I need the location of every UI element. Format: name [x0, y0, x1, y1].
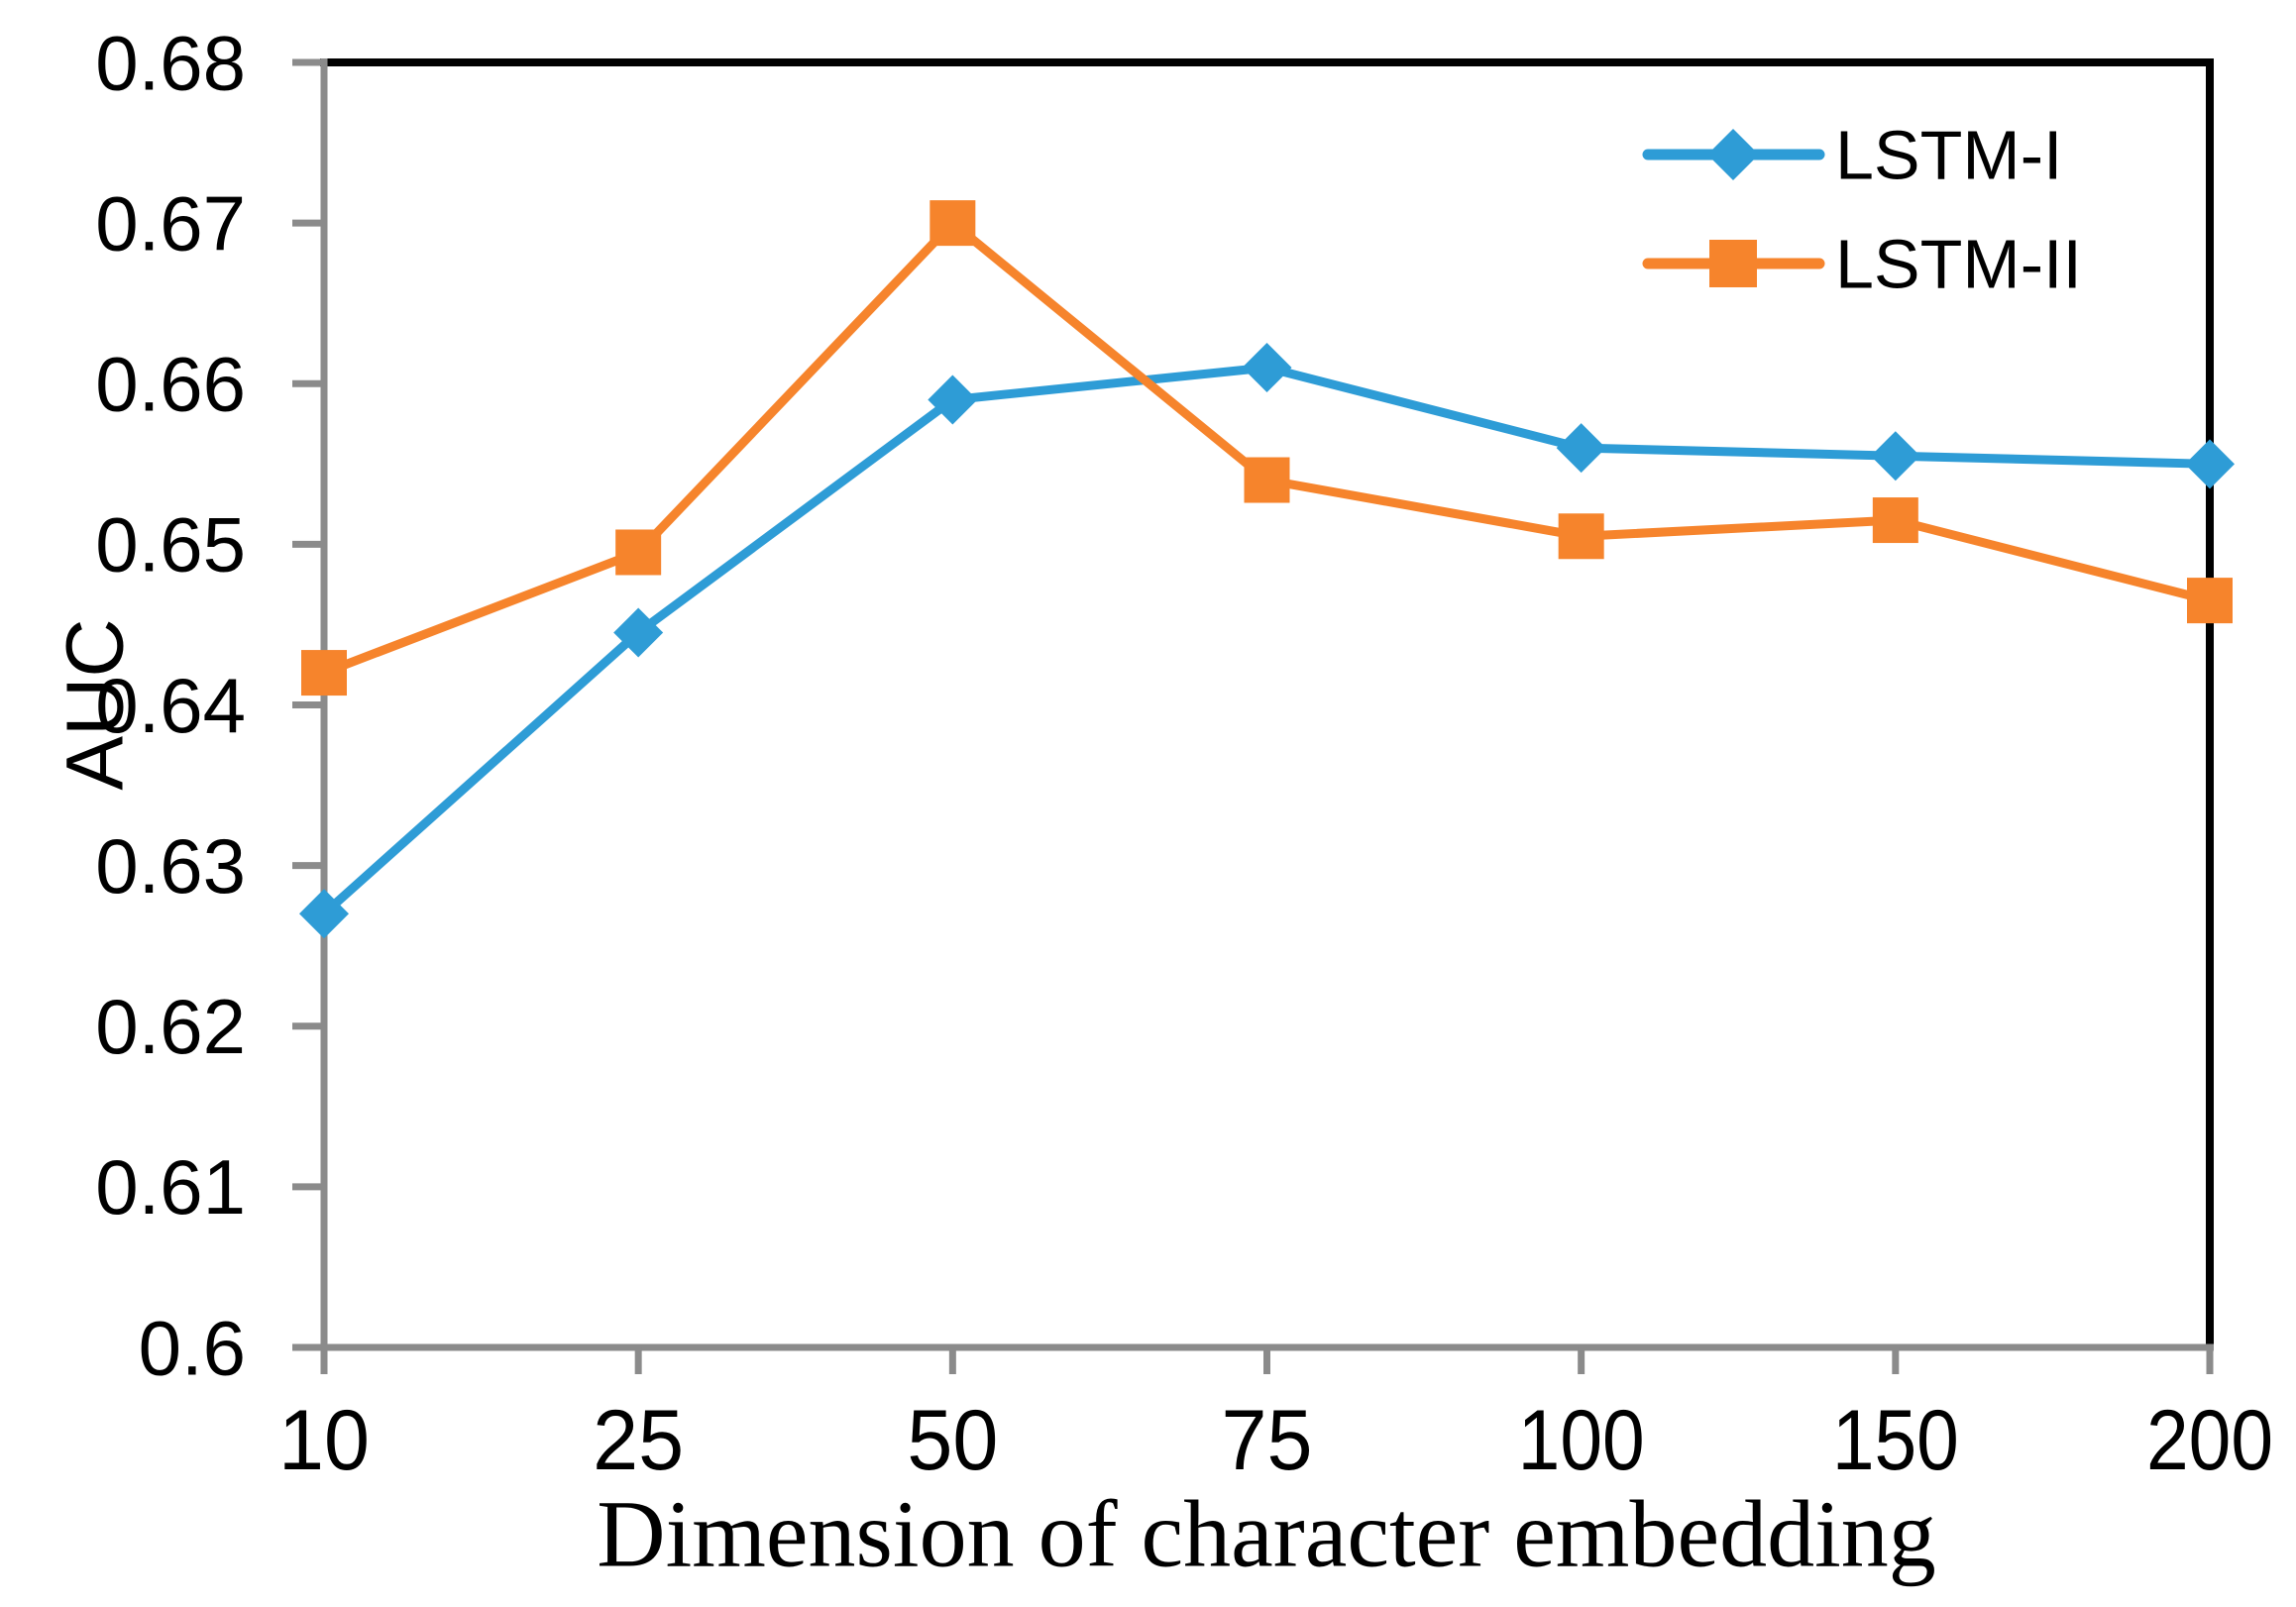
y-tick-label: 0.66	[95, 341, 246, 428]
x-tick-label: 50	[907, 1393, 998, 1488]
legend-item: LSTM-I	[1642, 117, 2062, 194]
y-tick-label: 0.64	[95, 662, 246, 749]
y-tick-label: 0.62	[95, 983, 246, 1070]
series-lstm-ii	[301, 200, 2233, 696]
diamond-marker	[1242, 343, 1292, 393]
y-tick-label: 0.61	[95, 1143, 246, 1231]
legend: LSTM-I LSTM-II	[1642, 117, 2082, 303]
y-axis-title: AUC	[51, 618, 141, 790]
series-lstm-i	[299, 343, 2235, 939]
diamond-marker	[613, 607, 664, 658]
legend-label: LSTM-II	[1835, 226, 2082, 303]
diamond-marker	[928, 375, 978, 425]
x-tick-label: 100	[1518, 1393, 1645, 1488]
y-tick-label: 0.68	[95, 19, 246, 106]
x-tick-label: 75	[1222, 1393, 1313, 1488]
square-marker	[301, 650, 347, 696]
square-marker	[929, 200, 976, 247]
x-tick-label: 200	[2146, 1393, 2273, 1488]
square-marker	[1872, 497, 1918, 544]
x-axis-title: Dimension of character embedding	[597, 1481, 1936, 1587]
y-tick-label: 0.6	[139, 1304, 246, 1391]
x-tick-label: 150	[1832, 1393, 1959, 1488]
diamond-marker	[1870, 431, 1920, 482]
diamond-marker	[299, 889, 349, 939]
legend-diamond-marker	[1707, 129, 1759, 180]
square-marker	[1558, 513, 1604, 560]
y-tick-label: 0.63	[95, 822, 246, 910]
legend-label: LSTM-I	[1835, 117, 2062, 194]
diamond-marker	[1556, 423, 1606, 474]
y-tick-label: 0.65	[95, 501, 246, 589]
square-marker	[615, 529, 662, 576]
legend-square-marker	[1709, 240, 1757, 287]
y-tick-label: 0.67	[95, 179, 246, 267]
x-tick-label: 10	[278, 1393, 370, 1488]
square-marker	[1244, 457, 1290, 503]
diamond-marker	[2185, 439, 2235, 489]
square-marker	[2187, 578, 2233, 624]
x-tick-label: 25	[593, 1393, 684, 1488]
legend-item: LSTM-II	[1642, 226, 2082, 303]
